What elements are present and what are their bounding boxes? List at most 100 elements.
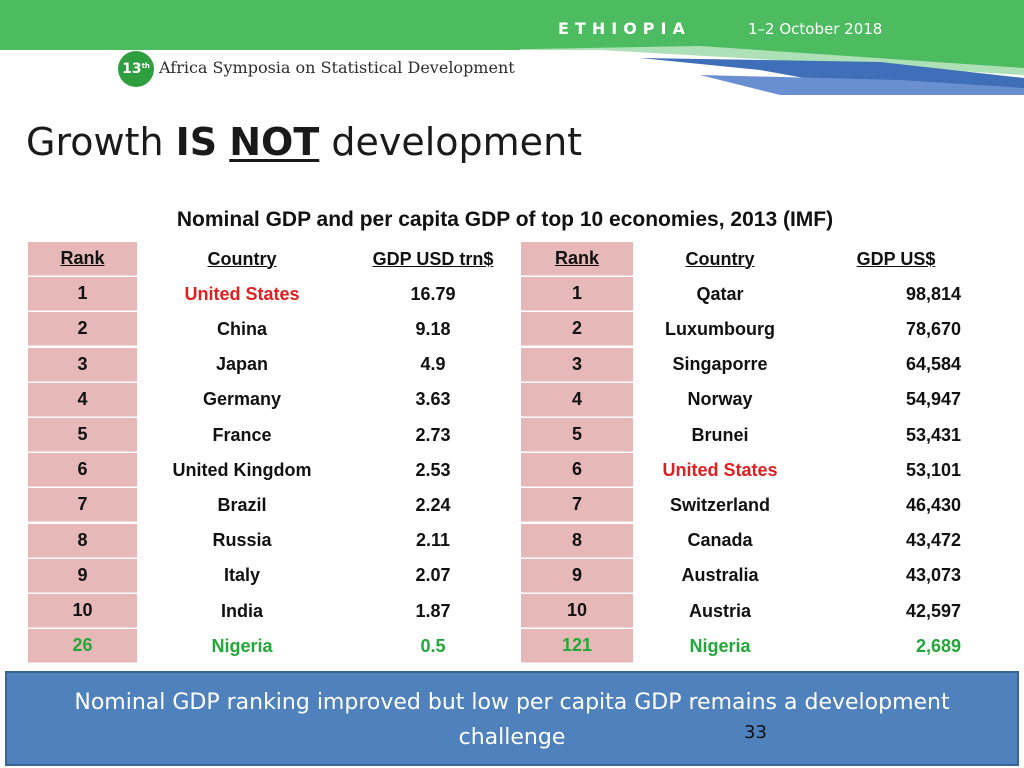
table-row: 6 United Kingdom 2.53 — [28, 453, 508, 488]
cell-rank: 2 — [521, 312, 633, 347]
table-row: 6 United States 53,101 — [521, 453, 981, 488]
cell-gdp: 64,584 — [905, 354, 961, 375]
cell-gdp: 4.9 — [420, 354, 446, 375]
table-row: 4 Germany 3.63 — [28, 382, 508, 418]
table-row: 4 Norway 54,947 — [521, 382, 981, 418]
cell-rank: 7 — [521, 488, 633, 523]
cell-country: France — [212, 424, 272, 445]
table-subtitle: Nominal GDP and per capita GDP of top 10… — [176, 208, 834, 231]
cell-gdp: 98,814 — [905, 283, 961, 304]
cell-country: Nigeria — [211, 635, 273, 656]
cell-country: Norway — [687, 389, 753, 410]
cell-rank: 3 — [521, 347, 633, 382]
page-title: Growth IS NOT development — [26, 120, 582, 164]
table-row: 3 Singaporre 64,584 — [521, 347, 981, 383]
per-capita-gdp-table: Rank Country GDP US$ 1 Qatar 98,814 2 Luxumbour… — [521, 242, 981, 664]
cell-rank: 5 — [28, 418, 137, 452]
cell-country: Austria — [688, 600, 751, 621]
table-header-row: Rank Country GDP USD trn$ — [28, 242, 508, 277]
nominal-gdp-table: Rank Country GDP USD trn$ 1 United States 16.… — [28, 242, 508, 664]
cell-gdp: 53,431 — [905, 424, 961, 445]
title-not: NOT — [229, 120, 320, 164]
cell-gdp: 53,101 — [905, 459, 961, 480]
header-country: Country — [207, 248, 277, 269]
cell-gdp: 78,670 — [905, 318, 961, 339]
title-part1: Growth — [26, 120, 164, 164]
banner-graphic — [0, 0, 1024, 95]
event-dates: 1–2 October 2018 — [748, 20, 883, 38]
table-row: 9 Australia 43,073 — [521, 558, 981, 594]
cell-rank: 7 — [28, 488, 137, 523]
cell-rank: 26 — [28, 629, 137, 664]
cell-gdp: 2.11 — [415, 530, 451, 551]
table-row: 3 Japan 4.9 — [28, 347, 508, 383]
cell-gdp: 46,430 — [905, 494, 961, 515]
cell-gdp: 2.73 — [415, 424, 451, 445]
cell-gdp: 3.63 — [415, 389, 451, 410]
cell-gdp: 16.79 — [410, 283, 456, 304]
table-row: 1 Qatar 98,814 — [521, 277, 981, 312]
cell-rank: 6 — [521, 453, 633, 488]
cell-rank: 10 — [28, 594, 137, 628]
cell-gdp: 42,597 — [905, 600, 961, 621]
title-part2: development — [331, 120, 583, 164]
cell-gdp: 1.87 — [415, 600, 451, 621]
table-row: 8 Russia 2.11 — [28, 523, 508, 559]
cell-rank: 1 — [521, 277, 633, 312]
cell-gdp: 2,689 — [915, 635, 961, 656]
country-label: ETHIOPIA — [558, 19, 691, 38]
cell-rank: 3 — [28, 347, 137, 382]
table-row: 9 Italy 2.07 — [28, 558, 508, 594]
table-header-row: Rank Country GDP US$ — [521, 242, 981, 277]
cell-country: Luxumbourg — [665, 318, 775, 339]
cell-gdp: 2.24 — [415, 494, 451, 515]
cell-country: Japan — [215, 354, 269, 375]
header-gdp: GDP USD trn$ — [372, 248, 494, 269]
cell-country: Germany — [202, 389, 282, 410]
cell-country: Nigeria — [689, 635, 751, 656]
cell-country: Canada — [687, 530, 753, 551]
table-row: 26 Nigeria 0.5 — [28, 629, 508, 664]
header-country: Country — [685, 248, 755, 269]
cell-country: India — [220, 600, 263, 621]
table-row: 2 China 9.18 — [28, 312, 508, 347]
cell-rank: 9 — [521, 558, 633, 593]
table-row: 5 Brunei 53,431 — [521, 418, 981, 453]
cell-country: United Kingdom — [172, 459, 312, 480]
cell-gdp: 43,073 — [905, 565, 961, 586]
table-row: 10 Austria 42,597 — [521, 594, 981, 629]
table-row: 5 France 2.73 — [28, 418, 508, 453]
cell-rank: 10 — [521, 594, 633, 628]
table-row: 1 United States 16.79 — [28, 277, 508, 312]
cell-country: Brunei — [691, 424, 749, 445]
cell-country: Brazil — [217, 494, 267, 515]
cell-rank: 9 — [28, 558, 137, 593]
table-row: 8 Canada 43,472 — [521, 523, 981, 559]
cell-gdp: 0.5 — [420, 635, 446, 656]
cell-rank: 8 — [521, 523, 633, 558]
cell-rank: 4 — [28, 382, 137, 417]
cell-rank: 1 — [28, 277, 137, 312]
conclusion-text: Nominal GDP ranking improved but low per… — [74, 690, 950, 750]
table-row: 121 Nigeria 2,689 — [521, 629, 981, 664]
page-number: 33 — [744, 722, 767, 743]
cell-rank: 5 — [521, 418, 633, 452]
title-is: IS — [175, 120, 218, 164]
header-gdp: GDP US$ — [856, 248, 936, 269]
table-row: 10 India 1.87 — [28, 594, 508, 629]
cell-gdp: 9.18 — [415, 318, 451, 339]
logo-number: 13 — [122, 61, 142, 77]
cell-country: Qatar — [696, 283, 744, 304]
header-rank: Rank — [521, 242, 633, 276]
cell-country: Russia — [212, 530, 272, 551]
cell-rank: 8 — [28, 523, 137, 558]
cell-country: Australia — [681, 565, 759, 586]
cell-country: United States — [184, 283, 300, 304]
cell-rank: 121 — [521, 629, 633, 664]
cell-gdp: 54,947 — [905, 389, 961, 410]
logo-suffix: th — [141, 62, 150, 70]
cell-country: Italy — [223, 565, 261, 586]
cell-country: Singaporre — [672, 354, 768, 375]
